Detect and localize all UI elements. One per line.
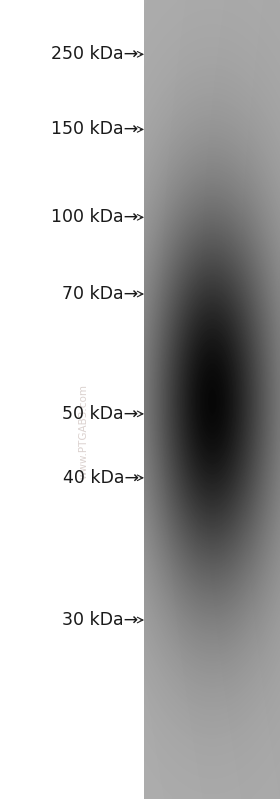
Text: 100 kDa→: 100 kDa→ xyxy=(52,209,139,226)
Text: www.PTGAB3.com: www.PTGAB3.com xyxy=(79,384,89,479)
Text: 150 kDa→: 150 kDa→ xyxy=(52,121,139,138)
Bar xyxy=(0,0,144,799)
Text: 70 kDa→: 70 kDa→ xyxy=(62,285,139,303)
Text: 250 kDa→: 250 kDa→ xyxy=(52,46,139,63)
Text: 30 kDa→: 30 kDa→ xyxy=(62,611,139,629)
Text: 40 kDa→: 40 kDa→ xyxy=(63,469,139,487)
Text: 50 kDa→: 50 kDa→ xyxy=(62,405,139,423)
